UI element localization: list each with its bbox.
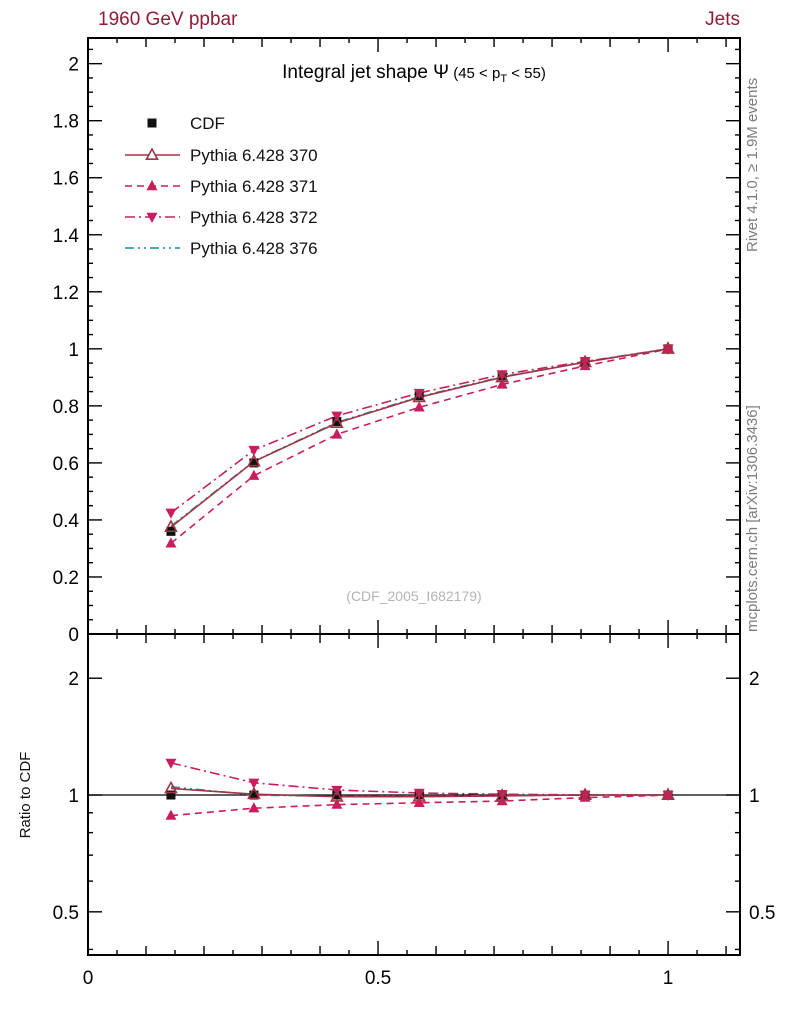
main-ytick-label: 1	[68, 340, 79, 361]
marker-triangle-down	[165, 758, 177, 769]
marker-square	[249, 790, 259, 800]
series-line-pythia-6-428-376	[170, 348, 669, 527]
marker-triangle-open	[412, 789, 427, 802]
marker-square	[249, 458, 259, 468]
ratio-ytick-label-left: 1	[68, 786, 79, 807]
mcplots-caption: mcplots.cern.ch [arXiv:1306.3436]	[744, 405, 761, 632]
legend-label: Pythia 6.428 376	[190, 239, 318, 258]
legend-item-pythia-6-428-371: Pythia 6.428 371	[125, 177, 318, 196]
main-ytick-label: 1.6	[53, 169, 79, 190]
main-ytick-label: 0.8	[53, 397, 79, 418]
main-ytick-label: 1.8	[53, 112, 79, 133]
marker-triangle-up	[165, 537, 177, 548]
ratio-ytick-label-right: 0.5	[749, 903, 775, 924]
main-ytick-label: 0	[68, 625, 79, 646]
xtick-label: 1	[663, 968, 674, 989]
marker-triangle-up	[496, 378, 508, 389]
analysis-id-watermark: (CDF_2005_I682179)	[346, 588, 481, 604]
marker-triangle-up	[165, 809, 177, 820]
ratio-ytick-label-left: 0.5	[53, 903, 79, 924]
ratio-ytick-label-right: 1	[749, 786, 760, 807]
main-panel-frame	[87, 37, 741, 635]
xtick-label: 0.5	[365, 968, 391, 989]
rivet-version-caption: Rivet 4.1.0, ≥ 1.9M events	[744, 78, 761, 252]
marker-square	[166, 790, 176, 800]
marker-triangle-down	[248, 445, 260, 457]
xtick-label: 0	[83, 968, 94, 989]
marker-triangle-open	[330, 415, 344, 428]
marker-triangle-down	[248, 778, 260, 789]
marker-triangle-open	[578, 787, 592, 801]
marker-triangle-open	[164, 780, 178, 794]
main-ytick-label: 1.2	[53, 283, 79, 304]
series-markers-cdf	[166, 344, 673, 536]
series-markers-pythia-6-428-372	[165, 344, 674, 519]
marker-triangle-up	[331, 798, 343, 809]
marker-triangle-open	[495, 369, 510, 383]
legend-label: Pythia 6.428 370	[190, 146, 318, 165]
marker-triangle-down	[165, 508, 177, 519]
legend-item-pythia-6-428-372: Pythia 6.428 372	[125, 208, 318, 227]
legend-label: Pythia 6.428 372	[190, 208, 318, 227]
marker-triangle-open	[661, 341, 675, 354]
series-line-pythia-6-428-371	[170, 348, 669, 544]
axis-labels: 0 0.2 0.4 0.6 0.8 1 1.2 1.4 1.6 1.8 2 0.5 0.5 1 1 2 2 0 0.…	[53, 55, 776, 989]
main-panel-series	[164, 341, 675, 548]
marker-triangle-down	[496, 789, 508, 801]
marker-triangle-open	[247, 786, 261, 800]
legend-item-pythia-6-428-370: Pythia 6.428 370	[125, 146, 318, 165]
chart-title: Integral jet shape Ψ (45 < pT < 55)	[282, 62, 546, 85]
marker-triangle-open	[495, 788, 510, 801]
series-markers-pythia-6-428-370	[164, 341, 675, 533]
ratio-axis-title: Ratio to CDF	[17, 752, 34, 839]
marker-triangle-down	[413, 788, 425, 800]
marker-triangle-up	[146, 180, 158, 191]
marker-square	[147, 118, 157, 128]
marker-triangle-down	[413, 388, 425, 400]
series-line-pythia-6-428-370	[170, 348, 669, 528]
marker-triangle-up	[331, 428, 343, 439]
marker-triangle-up	[248, 469, 260, 480]
header-analysis-label: Jets	[705, 9, 740, 30]
series-markers-pythia-6-428-371	[165, 343, 674, 548]
plot-frames	[87, 37, 741, 956]
series-line-pythia-6-428-372	[170, 348, 669, 514]
main-ytick-label: 0.2	[53, 568, 79, 589]
series-ratio-markers-pythia-6-428-370	[164, 780, 675, 802]
marker-triangle-down	[496, 370, 508, 381]
ratio-ytick-label-left: 2	[68, 669, 79, 690]
axis-ticks	[87, 38, 740, 955]
header-beam-label: 1960 GeV ppbar	[98, 9, 238, 30]
marker-triangle-down	[146, 212, 158, 223]
legend-label: Pythia 6.428 371	[190, 177, 318, 196]
marker-triangle-up	[248, 802, 260, 813]
main-ytick-label: 1.4	[53, 226, 80, 247]
legend-item-cdf: CDF	[147, 114, 225, 133]
ratio-panel-series	[164, 758, 675, 820]
legend: CDF Pythia 6.428 370 Pythia 6.428 371 Pythi…	[125, 114, 318, 258]
marker-triangle-open	[578, 354, 592, 368]
main-ytick-label: 2	[68, 55, 79, 76]
marker-triangle-up	[413, 796, 425, 807]
marker-triangle-up	[413, 401, 425, 412]
marker-triangle-open	[145, 147, 159, 160]
main-ytick-label: 0.4	[53, 511, 80, 532]
legend-label: CDF	[190, 114, 225, 133]
legend-item-pythia-6-428-376: Pythia 6.428 376	[125, 239, 318, 258]
marker-triangle-open	[661, 787, 675, 801]
marker-triangle-open	[330, 789, 344, 802]
marker-triangle-open	[164, 519, 178, 533]
marker-triangle-open	[412, 389, 427, 403]
ratio-ytick-label-right: 2	[749, 669, 760, 690]
main-ytick-label: 0.6	[53, 454, 79, 475]
marker-triangle-open	[247, 453, 261, 467]
